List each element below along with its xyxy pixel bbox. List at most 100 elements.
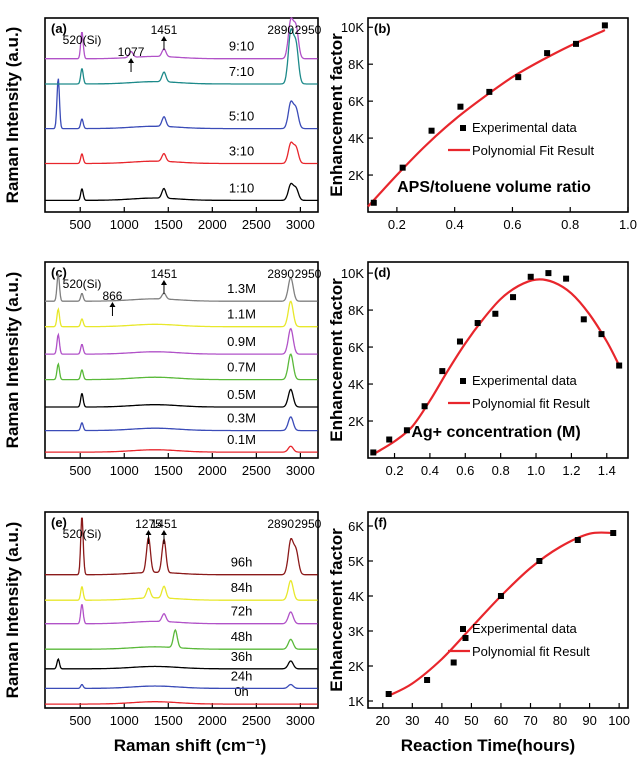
legend-label-data: Experimental data bbox=[472, 621, 578, 636]
spectrum-line-5-10 bbox=[45, 78, 318, 130]
legend: Experimental data Polynomial Fit Result bbox=[448, 120, 594, 158]
y-tick-label: 4K bbox=[348, 131, 364, 146]
spectrum-line-0-7M bbox=[45, 353, 318, 381]
x-tick-label: 40 bbox=[435, 713, 449, 728]
y-tick-label: 6K bbox=[348, 340, 364, 355]
y-tick-label: 4K bbox=[348, 377, 364, 392]
spectrum-line-36h bbox=[45, 657, 318, 670]
data-point bbox=[370, 449, 377, 456]
data-point bbox=[574, 537, 581, 543]
y-axis-title: Enhancement factor bbox=[327, 33, 346, 197]
y-axis-title: Enhancement factor bbox=[327, 528, 346, 692]
y-tick-label: 8K bbox=[348, 303, 364, 318]
annotation-arrowhead bbox=[128, 58, 135, 63]
x-tick-label: 1.0 bbox=[619, 217, 637, 232]
y-axis-title: Raman Intensity (a.u.) bbox=[3, 272, 22, 449]
legend-label-data: Experimental data bbox=[472, 373, 578, 388]
data-point bbox=[598, 331, 605, 338]
x-tick-label: 30 bbox=[405, 713, 419, 728]
data-point bbox=[428, 127, 435, 134]
peak-annotation: 866 bbox=[102, 289, 122, 303]
x-tick-label: 2500 bbox=[242, 217, 271, 232]
series-label: 1.1M bbox=[227, 307, 256, 322]
series-label: 0.1M bbox=[227, 432, 256, 447]
data-point bbox=[403, 427, 410, 434]
spectrum-line-7-10 bbox=[45, 27, 318, 85]
annotation-arrowhead bbox=[160, 530, 167, 535]
data-point bbox=[515, 74, 522, 81]
series-label: 0.7M bbox=[227, 360, 256, 375]
legend: Experimental data Polynomial fit Result bbox=[448, 373, 590, 411]
series-label: 0.3M bbox=[227, 411, 256, 426]
data-point bbox=[610, 530, 617, 536]
spectrum-line-0-3M bbox=[45, 416, 318, 432]
x-tick-label: 100 bbox=[608, 713, 630, 728]
x-tick-label: 0.8 bbox=[492, 463, 510, 478]
data-point bbox=[544, 50, 551, 57]
data-point bbox=[563, 275, 570, 282]
peak-annotation: 2950 bbox=[295, 23, 322, 37]
fit-curve bbox=[388, 531, 614, 697]
condition-label: Ag+ concentration (M) bbox=[411, 424, 580, 441]
data-point bbox=[527, 273, 534, 280]
data-point bbox=[497, 593, 504, 599]
panel-e: (e) 500 1000 1500 2000 2500 3000 Raman Intensit… bbox=[3, 511, 322, 728]
x-tick-label: 60 bbox=[494, 713, 508, 728]
data-point bbox=[474, 320, 481, 327]
x-tick-label: 500 bbox=[69, 463, 91, 478]
spectrum-line-24h bbox=[45, 683, 318, 690]
x-tick-label: 20 bbox=[376, 713, 390, 728]
data-point bbox=[386, 436, 393, 443]
plot-frame bbox=[367, 511, 629, 709]
x-tick-label: 0.2 bbox=[385, 463, 403, 478]
y-tick-label: 3K bbox=[348, 624, 364, 639]
x-tick-label: 1.0 bbox=[527, 463, 545, 478]
y-tick-label: 8K bbox=[348, 57, 364, 72]
data-point bbox=[462, 635, 469, 641]
panel-label: (c) bbox=[51, 265, 67, 280]
peak-annotation: 520(Si) bbox=[63, 277, 102, 291]
plot-frame bbox=[367, 17, 629, 213]
x-tick-label: 50 bbox=[464, 713, 478, 728]
data-point bbox=[573, 40, 579, 47]
x-tick-label: 1500 bbox=[154, 463, 183, 478]
x-tick-label: 0.6 bbox=[503, 217, 521, 232]
fit-curve bbox=[367, 29, 606, 208]
x-tick-label: 2000 bbox=[198, 217, 227, 232]
y-tick-label: 10K bbox=[341, 20, 364, 35]
panel-a: (a) 500 1000 1500 2000 2500 3000 Raman Intensit… bbox=[3, 17, 322, 232]
y-tick-label: 2K bbox=[348, 659, 364, 674]
peak-annotation: 2890 bbox=[267, 267, 294, 281]
x-tick-label: 1000 bbox=[110, 463, 139, 478]
legend-marker-square bbox=[460, 378, 466, 384]
y-tick-label: 4K bbox=[348, 589, 364, 604]
y-axis-title: Raman Intensity (a.u.) bbox=[3, 27, 22, 204]
data-point bbox=[456, 338, 463, 345]
series-label: 72h bbox=[231, 604, 253, 619]
series-label: 48h bbox=[231, 629, 253, 644]
x-tick-label: 1.4 bbox=[598, 463, 616, 478]
y-tick-label: 2K bbox=[348, 414, 364, 429]
spectrum-line-0-5M bbox=[45, 388, 318, 408]
peak-annotation: 1077 bbox=[118, 45, 145, 59]
data-point bbox=[545, 270, 552, 277]
x-tick-label: 2500 bbox=[242, 713, 271, 728]
panel-d: (d) 0.2 0.4 0.6 0.8 1.0 1.2 1.4 Enhancement fact… bbox=[327, 261, 629, 478]
data-point bbox=[457, 103, 464, 110]
x-tick-label: 2000 bbox=[198, 713, 227, 728]
series-label: 1.3M bbox=[227, 281, 256, 296]
series-label: 96h bbox=[231, 555, 253, 570]
series-label: 0h bbox=[234, 684, 248, 699]
x-tick-label: 3000 bbox=[286, 463, 315, 478]
spectrum-line-1-3M bbox=[45, 273, 318, 302]
data-point bbox=[510, 294, 517, 301]
x-tick-label: 90 bbox=[582, 713, 596, 728]
x-tick-label: 0.4 bbox=[421, 463, 439, 478]
peak-annotation: 1451 bbox=[151, 517, 178, 531]
x-tick-label: 3000 bbox=[286, 217, 315, 232]
y-tick-label: 10K bbox=[341, 266, 364, 281]
y-tick-label: 1K bbox=[348, 694, 364, 709]
condition-label: APS/toluene volume ratio bbox=[397, 179, 591, 196]
plot-frame bbox=[44, 17, 319, 213]
